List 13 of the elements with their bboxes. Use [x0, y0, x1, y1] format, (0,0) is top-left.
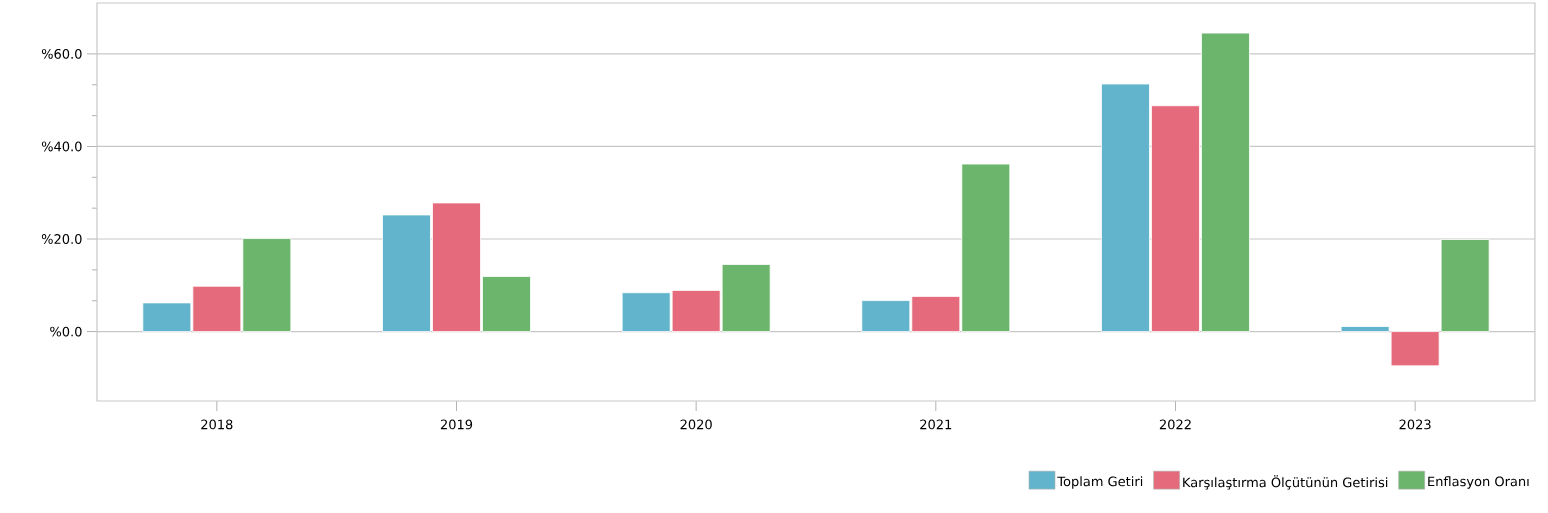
- legend-label: Enflasyon Oranı: [1428, 476, 1529, 489]
- y-tick-label: %0.0: [50, 326, 82, 337]
- y-tick-label: %60.0: [41, 48, 82, 59]
- x-tick-label: 2022: [1159, 419, 1191, 430]
- x-tick-label: 2018: [201, 419, 233, 430]
- x-tick-label: 2019: [440, 419, 473, 430]
- y-tick-label: %40.0: [41, 141, 82, 152]
- x-tick-label: 2020: [680, 419, 712, 430]
- legend-label: Karşılaştırma Ölçütünün Getirisi: [1183, 475, 1388, 490]
- x-tick-label: 2021: [920, 419, 952, 430]
- x-tick-label: 2023: [1399, 419, 1431, 430]
- legend-label: Toplam Getiri: [1057, 476, 1143, 489]
- y-tick-label: %20.0: [41, 234, 82, 244]
